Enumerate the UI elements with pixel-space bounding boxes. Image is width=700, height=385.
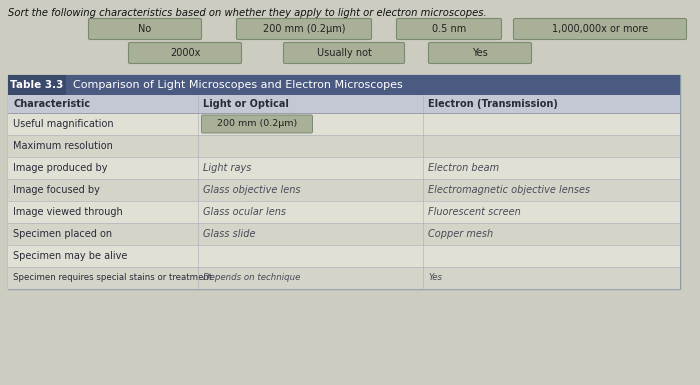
Text: Glass ocular lens: Glass ocular lens [203, 207, 286, 217]
Text: Depends on technique: Depends on technique [203, 273, 300, 283]
FancyBboxPatch shape [8, 113, 680, 135]
FancyBboxPatch shape [284, 42, 405, 64]
Text: Light rays: Light rays [203, 163, 251, 173]
FancyBboxPatch shape [8, 157, 680, 179]
FancyBboxPatch shape [8, 201, 680, 223]
Text: Usually not: Usually not [316, 48, 372, 58]
Text: Table 3.3: Table 3.3 [10, 80, 64, 90]
Text: 2000x: 2000x [170, 48, 200, 58]
Text: Yes: Yes [428, 273, 442, 283]
Text: Specimen requires special stains or treatment: Specimen requires special stains or trea… [13, 273, 212, 283]
FancyBboxPatch shape [8, 135, 680, 157]
Text: Sort the following characteristics based on whether they apply to light or elect: Sort the following characteristics based… [8, 8, 486, 18]
Text: Electron (Transmission): Electron (Transmission) [428, 99, 558, 109]
Text: Glass objective lens: Glass objective lens [203, 185, 300, 195]
Text: 200 mm (0.2μm): 200 mm (0.2μm) [217, 119, 297, 129]
Text: Specimen placed on: Specimen placed on [13, 229, 112, 239]
FancyBboxPatch shape [428, 42, 531, 64]
FancyBboxPatch shape [8, 245, 680, 267]
Text: No: No [139, 24, 152, 34]
Text: Copper mesh: Copper mesh [428, 229, 493, 239]
FancyBboxPatch shape [237, 18, 372, 40]
FancyBboxPatch shape [8, 267, 680, 289]
Text: Comparison of Light Microscopes and Electron Microscopes: Comparison of Light Microscopes and Elec… [73, 80, 402, 90]
Text: Glass slide: Glass slide [203, 229, 256, 239]
Text: 200 mm (0.2μm): 200 mm (0.2μm) [262, 24, 345, 34]
FancyBboxPatch shape [514, 18, 687, 40]
Text: Image produced by: Image produced by [13, 163, 108, 173]
FancyBboxPatch shape [8, 75, 680, 289]
FancyBboxPatch shape [202, 115, 312, 133]
FancyBboxPatch shape [8, 75, 680, 95]
Text: Yes: Yes [472, 48, 488, 58]
Text: Image viewed through: Image viewed through [13, 207, 122, 217]
Text: Electromagnetic objective lenses: Electromagnetic objective lenses [428, 185, 590, 195]
Text: Electron beam: Electron beam [428, 163, 499, 173]
FancyBboxPatch shape [8, 75, 66, 95]
FancyBboxPatch shape [396, 18, 501, 40]
FancyBboxPatch shape [129, 42, 242, 64]
FancyBboxPatch shape [8, 95, 680, 113]
Text: 0.5 nm: 0.5 nm [432, 24, 466, 34]
Text: Specimen may be alive: Specimen may be alive [13, 251, 127, 261]
FancyBboxPatch shape [8, 179, 680, 201]
Text: Light or Optical: Light or Optical [203, 99, 289, 109]
Text: Characteristic: Characteristic [13, 99, 90, 109]
FancyBboxPatch shape [8, 223, 680, 245]
Text: Image focused by: Image focused by [13, 185, 100, 195]
Text: Maximum resolution: Maximum resolution [13, 141, 113, 151]
FancyBboxPatch shape [88, 18, 202, 40]
Text: 1,000,000x or more: 1,000,000x or more [552, 24, 648, 34]
Text: Useful magnification: Useful magnification [13, 119, 113, 129]
Text: Fluorescent screen: Fluorescent screen [428, 207, 521, 217]
